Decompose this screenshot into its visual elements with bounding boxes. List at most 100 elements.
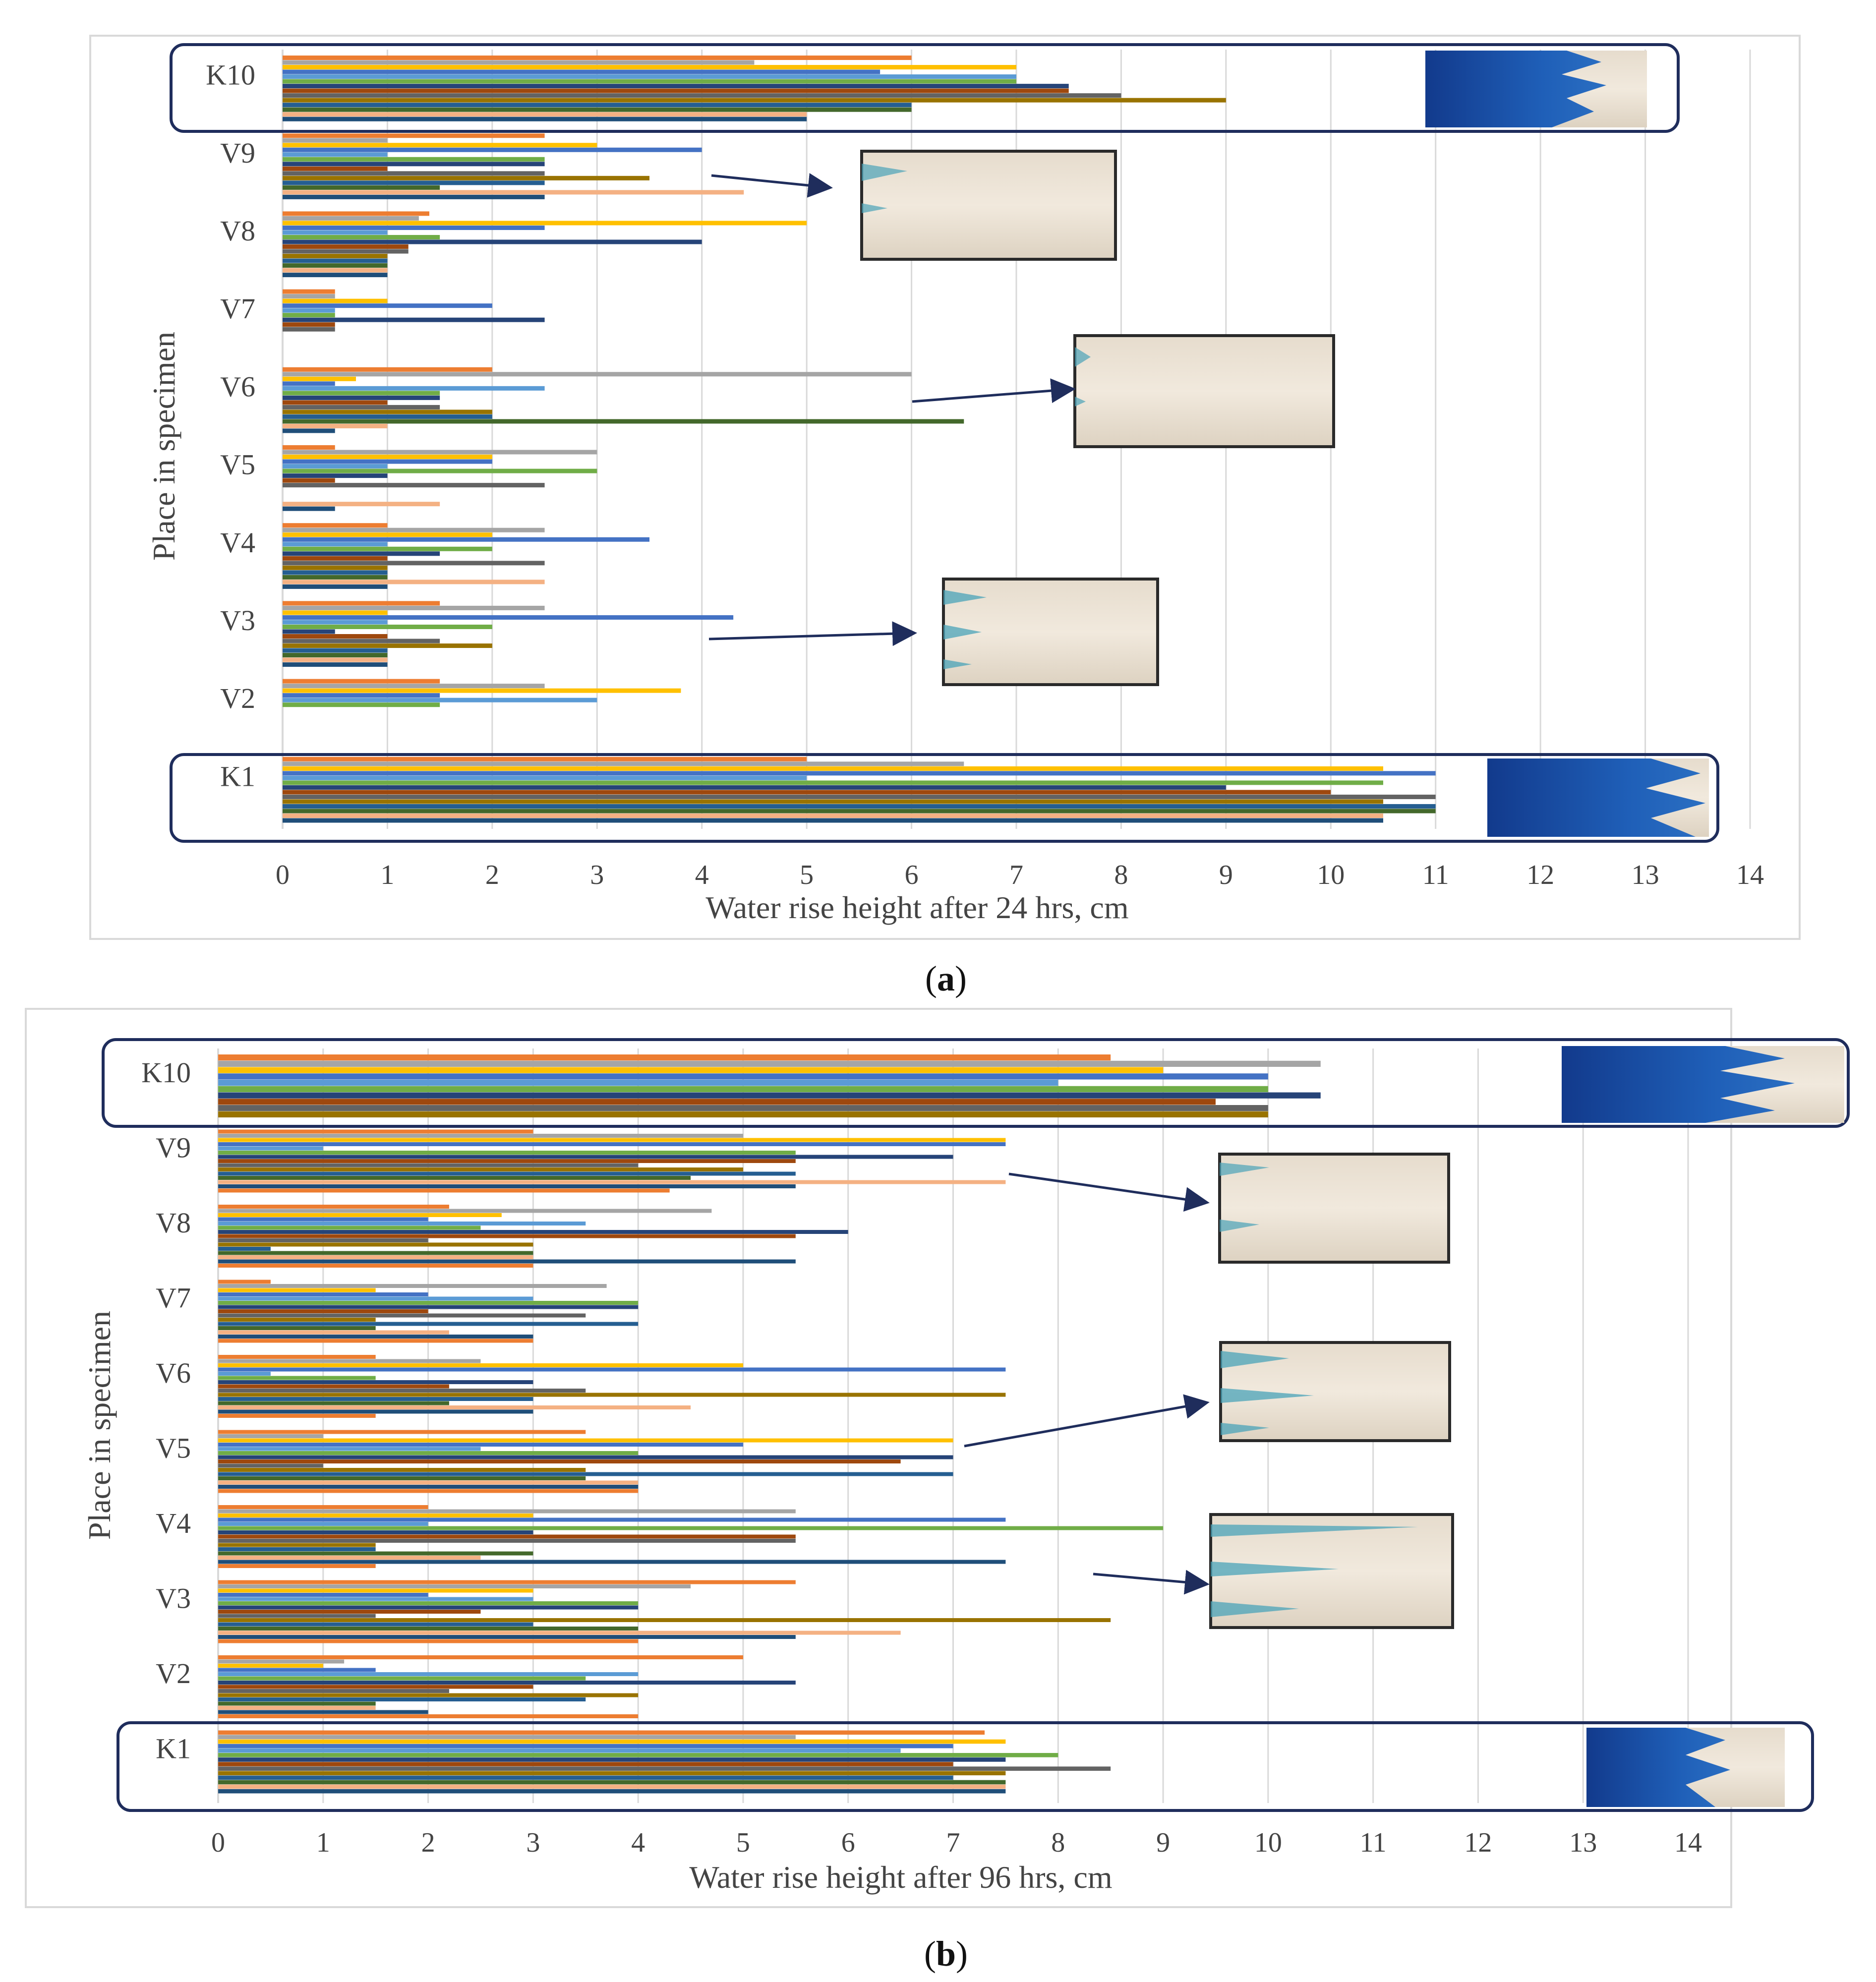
panel-a-x-ticks: 0 1 2 3 4 5 6 7 8 9 10 11 12 13 14 [276,860,1764,890]
bar-v6-series-1 [218,1355,376,1359]
bar-k10-series-1 [218,1054,1111,1061]
bar-v4-series-15 [218,1564,376,1568]
bar-v5-series-7 [218,1455,953,1459]
bar-v4-series-4 [218,1517,1006,1522]
bar-k1-series-1 [218,1730,985,1735]
bar-v5-series-1 [283,445,335,450]
bar-v5-series-13 [218,1480,639,1485]
bar-v2-series-9 [218,1689,449,1693]
bar-v5-series-15 [218,1489,639,1493]
bar-v2-series-5 [283,698,597,702]
bar-k10-series-5 [283,74,1016,79]
bar-v6-series-14 [218,1409,533,1414]
bar-v9-series-6 [283,157,545,162]
bar-v7-series-5 [218,1296,533,1301]
bar-v5-series-5 [283,464,388,469]
bar-v9-series-2 [283,138,388,143]
bar-v8-series-1 [218,1205,449,1209]
bar-k10-series-2 [218,1060,1321,1067]
bar-v9-series-15 [218,1188,670,1193]
bar-k1-series-14 [283,818,1383,823]
bar-v2-series-5 [218,1672,639,1676]
bar-k1-series-8 [218,1762,953,1766]
bar-k10-series-7 [218,1092,1321,1099]
bar-v3-series-10 [283,643,492,648]
bar-v3-series-1 [218,1580,796,1584]
panel-b-v4-photo [1209,1513,1454,1629]
x-tick-label: 5 [736,1827,750,1858]
bar-v3-series-9 [283,639,440,643]
bar-v6-series-12 [283,419,964,424]
category-label-v2: V2 [156,1657,191,1690]
panel-a-k10-highlight [170,43,1680,133]
panel-a-bars [283,56,1436,823]
bar-v6-series-14 [283,428,335,433]
category-label-v3: V3 [156,1582,191,1614]
x-tick-label: 2 [485,860,499,890]
panel-b-y-axis-title: Place in specimen [82,1311,117,1540]
panel-a-y-axis-title: Place in specimen [146,332,181,561]
bar-v7-series-4 [218,1292,428,1296]
x-tick-label: 6 [905,860,919,890]
x-tick-label: 0 [276,860,290,890]
panel-a-categories: K10 V9 V8 V7 V6 V5 V4 V3 V2 K1 [206,59,255,793]
bar-k10-series-8 [283,88,1069,93]
x-tick-label: 13 [1569,1827,1597,1858]
bar-v3-series-5 [283,620,388,625]
bar-v9-series-8 [218,1159,796,1163]
bar-v9-series-11 [218,1171,796,1176]
bar-k1-series-5 [283,775,807,780]
bar-k10-series-9 [283,93,1121,98]
bar-k10-series-14 [283,117,807,121]
bar-v6-series-15 [218,1414,376,1418]
x-tick-label: 12 [1526,860,1554,890]
category-label-v2: V2 [220,682,255,714]
bar-v3-series-5 [218,1597,533,1601]
panel-a-v6-photo [1073,334,1335,448]
bar-v8-series-7 [218,1230,848,1234]
bar-v4-series-13 [218,1556,481,1560]
bar-v2-series-12 [218,1701,376,1706]
bar-v4-series-4 [283,537,649,542]
category-label-v6: V6 [220,370,255,403]
bar-v7-series-8 [283,322,335,327]
bar-v6-series-8 [283,400,388,405]
bar-v7-series-3 [283,298,388,303]
bar-v8-series-6 [218,1225,481,1230]
bar-v4-series-9 [283,561,545,566]
bar-k1-series-3 [218,1739,1006,1744]
bar-v6-series-11 [218,1397,533,1401]
x-tick-label: 13 [1632,860,1659,890]
bar-v3-series-15 [218,1639,639,1643]
bar-v6-series-6 [218,1376,376,1380]
bar-v4-series-6 [283,546,492,551]
panel-b-caption: (b) [924,1934,968,1974]
x-tick-label: 14 [1736,860,1764,890]
bar-v9-series-11 [283,180,545,185]
bar-k1-series-1 [283,757,807,761]
panel-b-k10-highlight [102,1038,1850,1128]
panel-b-x-axis-title: Water rise height after 96 hrs, cm [689,1860,1112,1895]
bar-v7-series-7 [283,317,545,322]
bar-v9-series-9 [283,171,545,176]
bar-v8-series-7 [283,239,702,244]
bar-v3-series-6 [283,624,492,629]
panel-a-v3-photo [942,578,1159,686]
x-tick-label: 3 [590,860,604,890]
bar-k10-series-11 [283,103,912,108]
x-tick-label: 1 [380,860,394,890]
category-label-k10: K10 [141,1056,191,1089]
bar-v9-series-7 [218,1155,953,1159]
bar-v8-series-13 [283,268,388,273]
bar-v3-series-8 [283,634,388,639]
bar-v8-series-14 [218,1259,796,1264]
bar-v7-series-5 [283,308,335,313]
bar-v4-series-1 [218,1505,428,1509]
bar-v5-series-8 [218,1459,901,1463]
bar-v8-series-4 [283,225,545,230]
bar-k10-series-3 [218,1067,1164,1073]
bar-k1-series-13 [218,1784,1006,1789]
bar-v3-series-4 [283,615,734,620]
bar-v7-series-10 [218,1318,376,1322]
